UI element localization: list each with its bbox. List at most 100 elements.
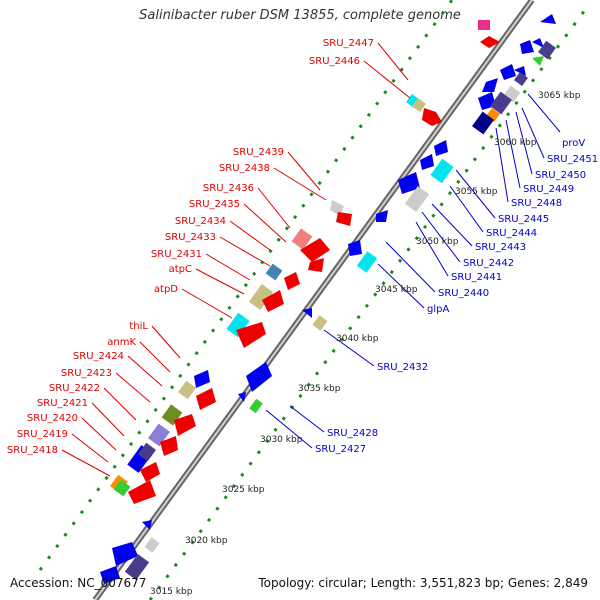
gene-label: SRU_2436 xyxy=(203,183,254,194)
minus-strand-labels: SRU_2447 SRU_2446 SRU_2439 SRU_2438 SRU_… xyxy=(7,38,374,456)
gene-label: atpC xyxy=(169,264,192,275)
plus-label-connectors xyxy=(265,93,561,449)
feature-gene xyxy=(113,479,131,497)
kbp-ticks: 3015 kbp 3020 kbp 3025 kbp 3030 kbp 3035… xyxy=(150,91,581,597)
plus-strand-labels: proV SRU_2451 SRU_2450 SRU_2449 SRU_2448… xyxy=(315,138,598,455)
feature-gene xyxy=(538,40,556,60)
feature-gene xyxy=(128,480,156,504)
tick-label: 3020 kbp xyxy=(185,536,228,546)
feature-gene xyxy=(148,423,170,447)
feature-gene xyxy=(336,212,352,226)
feature-gene xyxy=(356,251,378,273)
feature-gene xyxy=(404,185,430,213)
gene-label: SRU_2451 xyxy=(547,154,598,165)
feature-gene xyxy=(238,392,246,402)
tick-label: 3040 kbp xyxy=(336,334,379,344)
minus-strand-features xyxy=(110,20,500,504)
gene-label: SRU_2435 xyxy=(189,199,240,210)
gene-label: SRU_2418 xyxy=(7,445,58,456)
gene-label: SRU_2423 xyxy=(61,368,112,379)
feature-gene xyxy=(398,172,420,194)
feature-gene xyxy=(514,66,526,76)
minus-label-connectors xyxy=(61,42,411,477)
gene-label: SRU_2449 xyxy=(523,184,574,195)
guide-lines xyxy=(38,0,587,600)
gene-label: SRU_2440 xyxy=(438,288,489,299)
gene-label: SRU_2442 xyxy=(463,258,514,269)
gene-label: SRU_2446 xyxy=(309,56,360,67)
feature-gene xyxy=(472,111,494,135)
feature-gene xyxy=(514,72,528,86)
accession-text: Accession: NC_007677 xyxy=(10,576,147,590)
feature-gene xyxy=(490,91,512,115)
feature-gene xyxy=(138,442,156,462)
feature-gene xyxy=(300,238,330,262)
gene-label: SRU_2443 xyxy=(475,242,526,253)
tick-label: 3065 kbp xyxy=(538,91,581,101)
gene-label: proV xyxy=(562,138,585,149)
feature-gene xyxy=(430,158,454,184)
tick-label: 3060 kbp xyxy=(494,138,537,148)
feature-gene xyxy=(500,64,516,80)
gene-label: thiL xyxy=(129,321,148,332)
gene-label: SRU_2420 xyxy=(27,413,78,424)
feature-gene xyxy=(291,228,313,250)
feature-gene xyxy=(194,370,210,388)
gene-label: SRU_2434 xyxy=(175,216,226,227)
gene-label: SRU_2450 xyxy=(535,170,586,181)
gene-label: SRU_2433 xyxy=(165,232,216,243)
tick-label: 3035 kbp xyxy=(298,384,341,394)
plus-strand-features xyxy=(100,14,556,584)
feature-gene xyxy=(249,398,263,414)
feature-gene xyxy=(482,78,498,92)
gene-label: SRU_2441 xyxy=(451,272,502,283)
gene-label: SRU_2419 xyxy=(17,429,68,440)
feature-gene xyxy=(124,553,150,581)
feature-gene xyxy=(376,210,388,222)
feature-gene xyxy=(265,263,283,281)
gene-label: SRU_2428 xyxy=(327,428,378,439)
tick-label: 3045 kbp xyxy=(375,285,418,295)
feature-gene xyxy=(308,258,324,272)
gene-label: SRU_2422 xyxy=(49,383,100,394)
feature-gene xyxy=(226,312,250,338)
tick-label: 3015 kbp xyxy=(150,587,193,597)
feature-gene xyxy=(422,108,442,126)
feature-gene xyxy=(532,56,544,66)
feature-gene xyxy=(434,140,448,156)
feature-gene xyxy=(302,308,312,318)
gene-label: anmK xyxy=(107,337,136,348)
feature-gene xyxy=(312,315,328,331)
feature-gene xyxy=(520,40,534,54)
feature-gene xyxy=(246,362,272,392)
genome-backbone xyxy=(92,0,535,600)
topology-text: Topology: circular; Length: 3,551,823 bp… xyxy=(258,576,588,590)
feature-gene xyxy=(420,154,434,170)
gene-label: SRU_2447 xyxy=(323,38,374,49)
feature-gene xyxy=(236,322,266,348)
genome-title: Salinibacter ruber DSM 13855, complete g… xyxy=(139,8,461,23)
feature-gene xyxy=(540,14,556,24)
feature-gene xyxy=(284,272,300,290)
gene-label: SRU_2431 xyxy=(151,249,202,260)
gene-label: SRU_2444 xyxy=(486,228,537,239)
gene-label: SRU_2438 xyxy=(219,163,270,174)
feature-gene xyxy=(160,436,178,456)
feature-gene xyxy=(144,537,160,553)
tick-label: 3030 kbp xyxy=(260,435,303,445)
feature-gene xyxy=(478,20,490,30)
feature-gene xyxy=(100,566,120,584)
gene-label: SRU_2439 xyxy=(233,147,284,158)
tick-label: 3055 kbp xyxy=(455,187,498,197)
gene-label: SRU_2432 xyxy=(377,362,428,373)
feature-gene xyxy=(161,404,183,426)
feature-gene xyxy=(532,38,544,48)
feature-gene xyxy=(196,388,216,410)
feature-gene xyxy=(480,36,500,48)
feature-gene xyxy=(248,283,274,311)
gene-label: SRU_2424 xyxy=(73,351,124,362)
gene-label: atpD xyxy=(154,284,178,295)
feature-gene xyxy=(142,520,152,530)
gene-label: SRU_2421 xyxy=(37,398,88,409)
